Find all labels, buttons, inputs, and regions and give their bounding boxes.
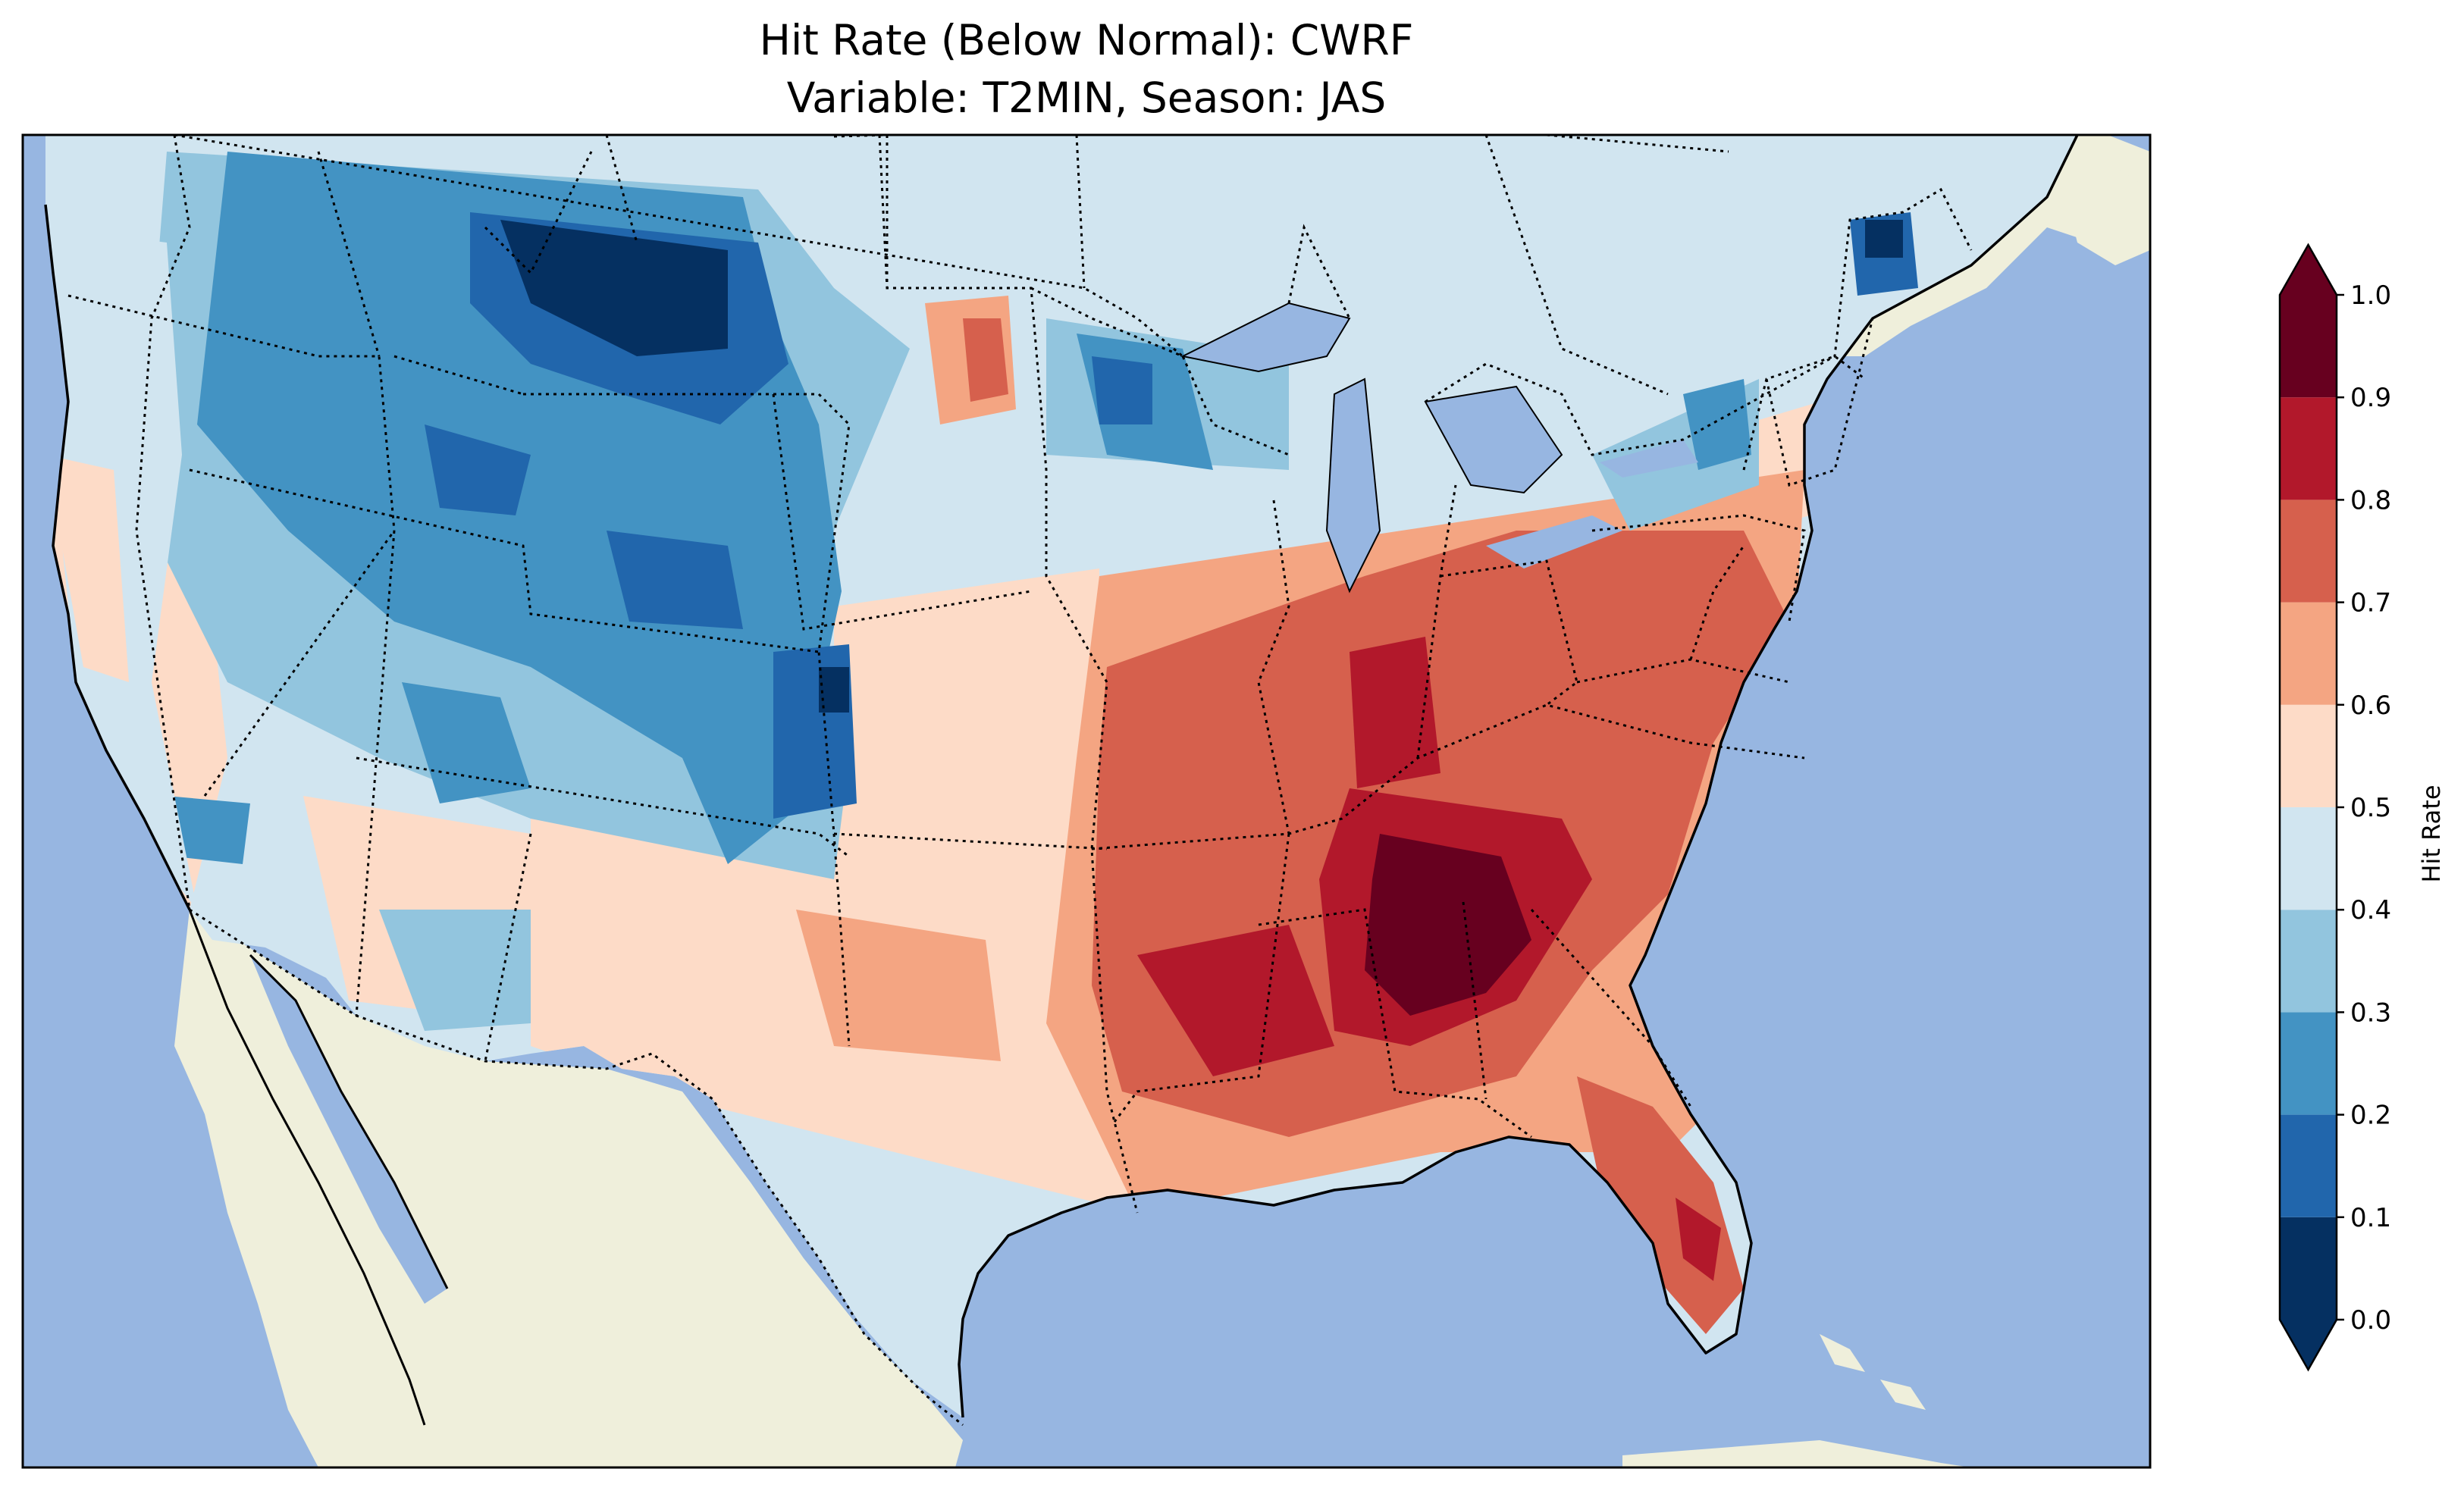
colorbar-bin-6 — [2280, 602, 2337, 705]
colorbar-extend-bottom — [2280, 1320, 2337, 1370]
map-frame — [21, 133, 2152, 1469]
colorbar-label: Hit Rate — [2417, 785, 2446, 882]
us-coastline — [44, 135, 2079, 1418]
colorbar-tick-label: 0.5 — [2350, 793, 2391, 823]
colorbar-tick-label: 0.3 — [2350, 998, 2391, 1028]
colorbar-tick-label: 1.0 — [2350, 280, 2391, 311]
colorbar-tick-label: 0.1 — [2350, 1203, 2391, 1233]
colorbar-extend-top — [2280, 245, 2337, 295]
colorbar-bin-2 — [2280, 1012, 2337, 1115]
country-borders — [174, 135, 1973, 1427]
newfoundland-land — [2062, 167, 2150, 265]
colorbar-tick-label: 0.7 — [2350, 588, 2391, 619]
chart-title-line2: Variable: T2MIN, Season: JAS — [787, 74, 1387, 122]
chart-title-line1: Hit Rate (Below Normal): CWRF — [760, 16, 1414, 64]
colorbar-bin-4 — [2280, 807, 2337, 910]
colorbar: 0.0 0.1 0.2 0.3 0.4 0.5 0.6 0.7 0.8 0.9 1.0 — [2278, 243, 2391, 1372]
colorbar-bin-0 — [2280, 1217, 2337, 1320]
colorbar-bin-8 — [2280, 397, 2337, 500]
colorbar-bin-1 — [2280, 1114, 2337, 1217]
baja-coastline — [188, 909, 449, 1426]
great-lakes-outline — [1180, 302, 1563, 594]
colorbar-tick-label: 0.0 — [2350, 1305, 2391, 1336]
colorbar-tick-label: 0.4 — [2350, 895, 2391, 926]
bahama-island — [1880, 1380, 1926, 1410]
colorbar-tick-label: 0.9 — [2350, 383, 2391, 413]
colorbar-bin-9 — [2280, 295, 2337, 398]
map-panel — [23, 135, 2150, 1467]
colorbar-tick-label: 0.6 — [2350, 691, 2391, 721]
colorbar-bin-7 — [2280, 500, 2337, 603]
cuba-land — [1622, 1440, 1971, 1467]
state-borders — [67, 135, 1874, 1214]
gulf-of-california — [250, 955, 447, 1304]
colorbar-bin-3 — [2280, 910, 2337, 1013]
colorbar-bin-5 — [2280, 704, 2337, 807]
bahama-island — [1820, 1334, 1865, 1372]
colorbar-tick-label: 0.2 — [2350, 1101, 2391, 1131]
baja-land — [190, 910, 425, 1425]
colorbar-tick-label: 0.8 — [2350, 485, 2391, 515]
